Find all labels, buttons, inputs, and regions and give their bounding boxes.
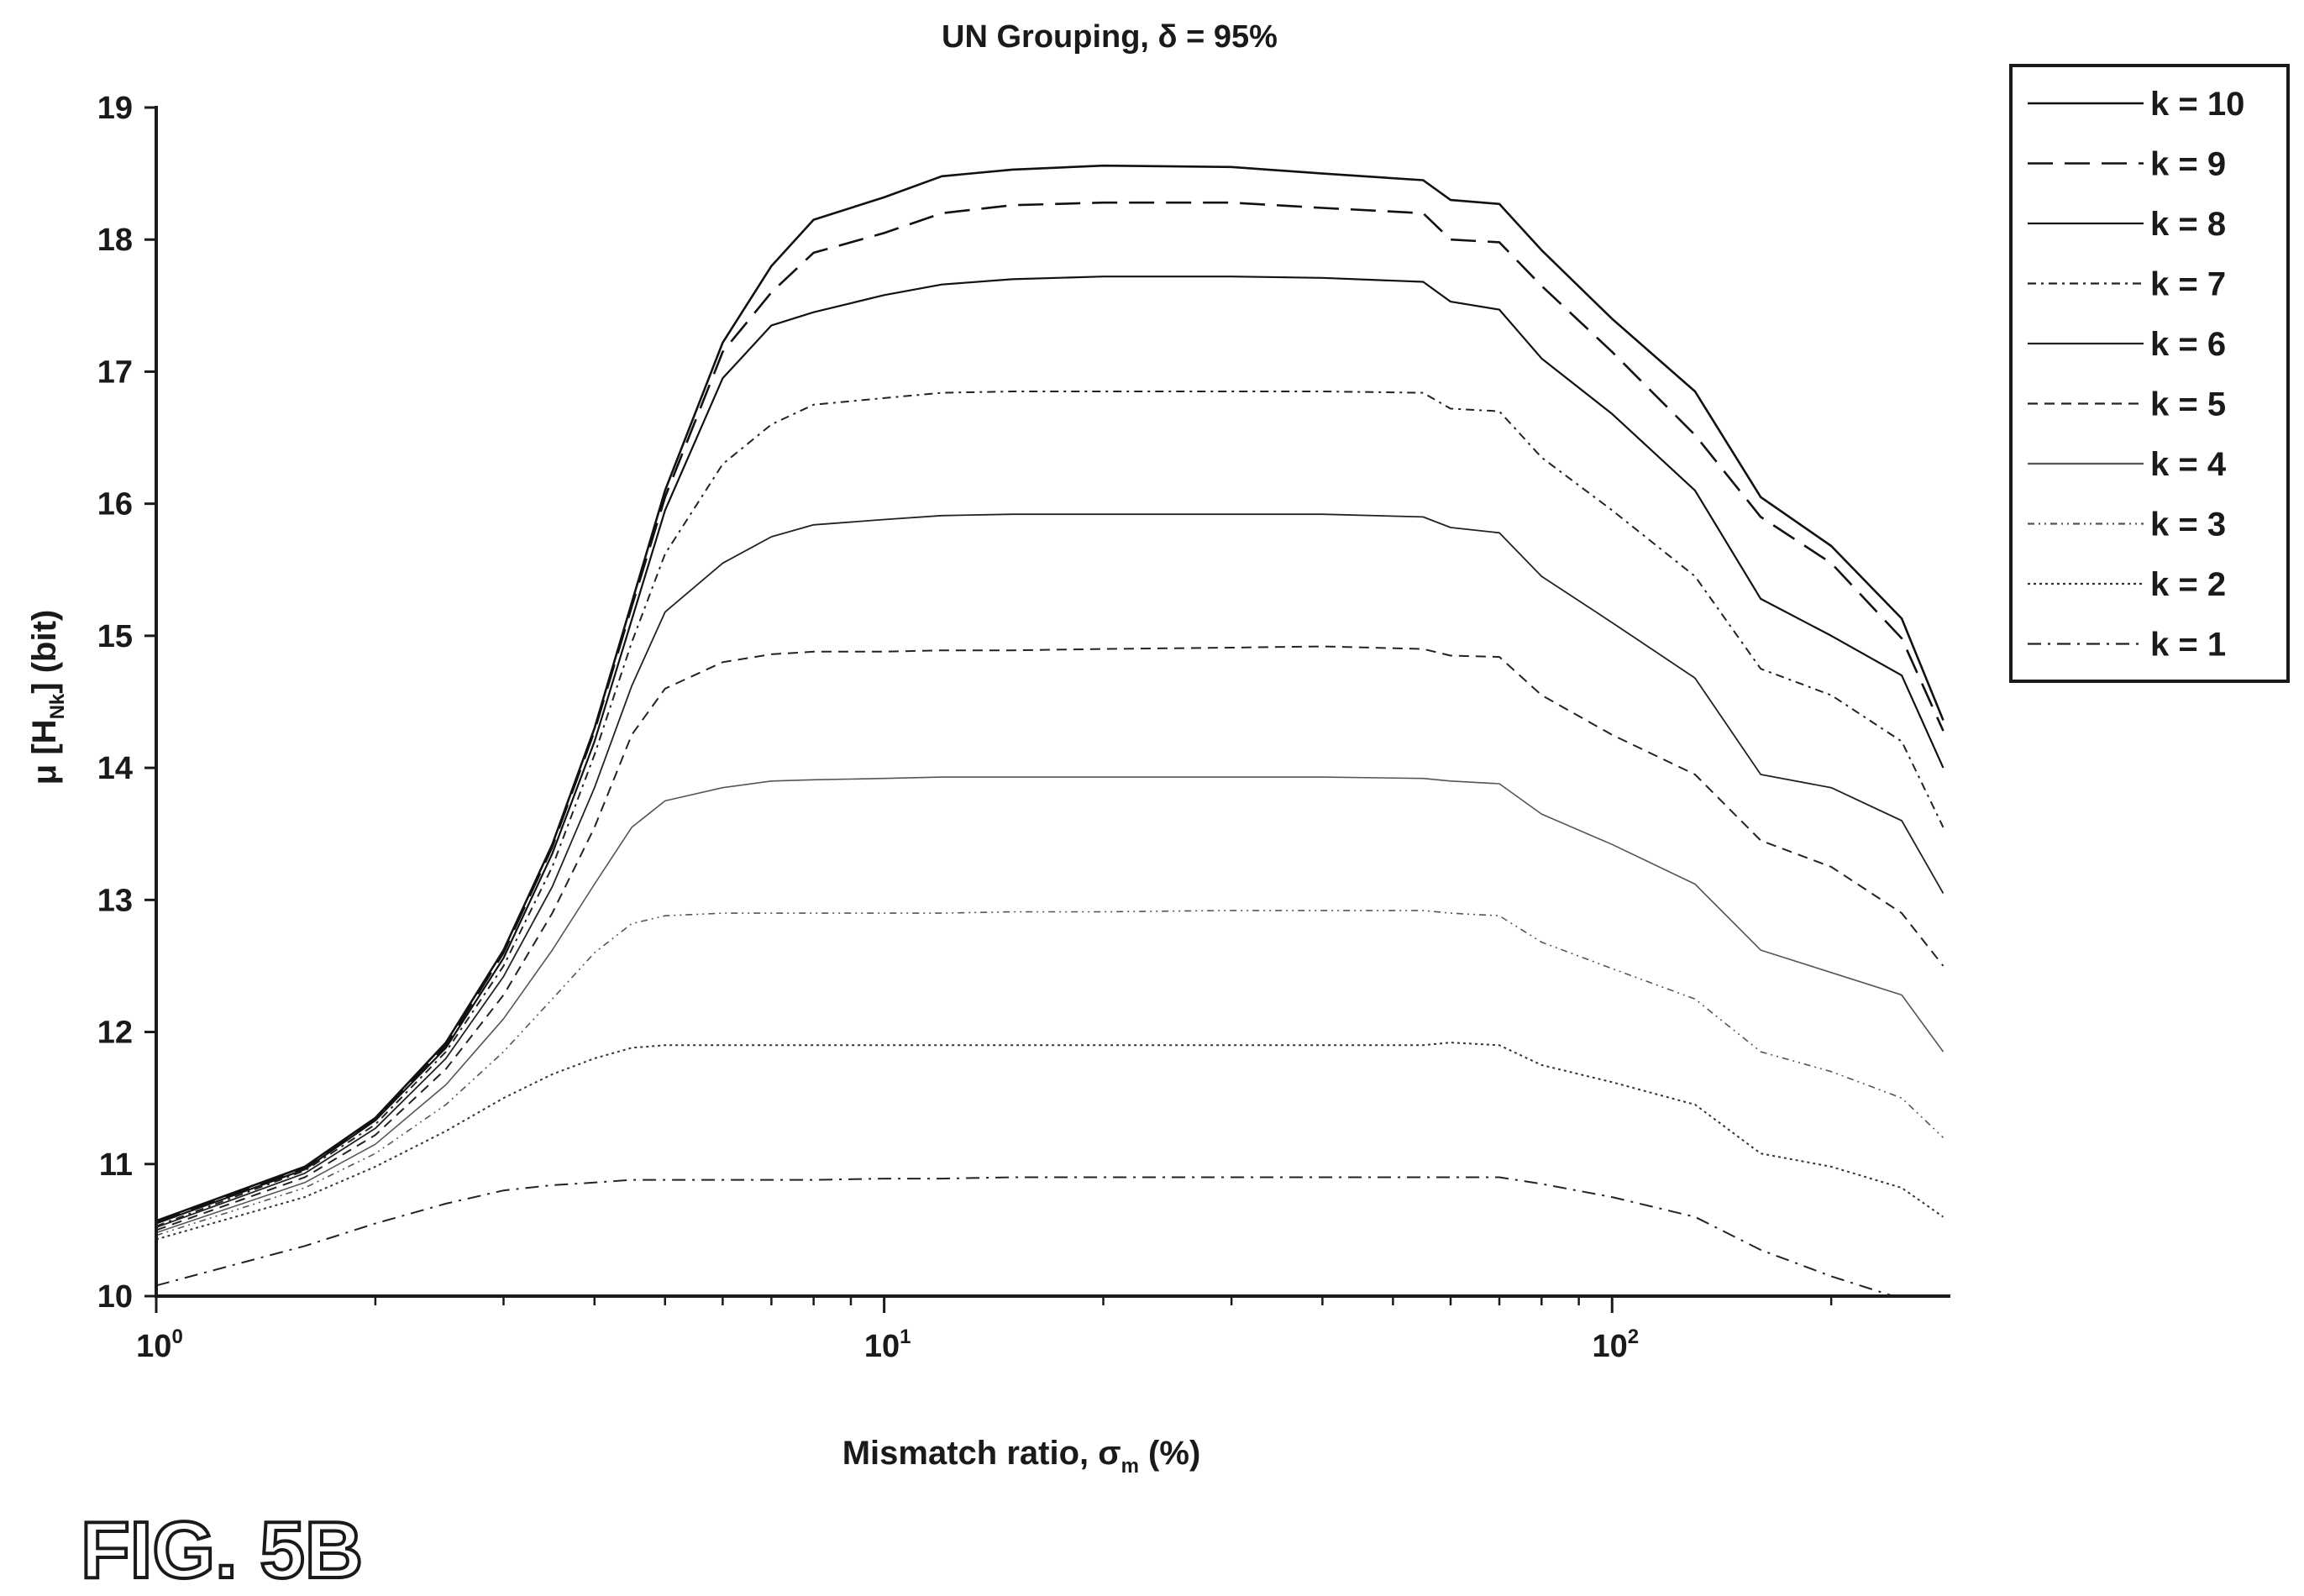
- y-tick-label: 15: [97, 619, 133, 654]
- series-line-k6: [156, 513, 1944, 1229]
- chart-title: UN Grouping, δ = 95%: [942, 19, 1278, 55]
- series-line-k3: [156, 910, 1944, 1236]
- legend-label: k = 5: [2150, 386, 2226, 423]
- legend-label: k = 7: [2150, 266, 2226, 303]
- figure-label: FIG. 5B: [81, 1505, 363, 1595]
- legend-label: k = 3: [2150, 507, 2226, 543]
- series-line-k9: [156, 201, 1944, 1224]
- y-ticks: 10 11 12 13 14 15 16 17 18 19: [97, 91, 156, 1315]
- series-line-k1: [156, 1176, 1897, 1296]
- y-tick-label: 11: [99, 1147, 133, 1183]
- x-tick-label: 102: [1592, 1326, 1639, 1364]
- series-line-k10: [156, 164, 1944, 1222]
- series-line-k8: [156, 276, 1944, 1225]
- y-tick-label: 14: [97, 751, 133, 786]
- y-tick-label: 19: [97, 91, 133, 126]
- series-layer: [156, 164, 1944, 1296]
- y-tick-label: 17: [97, 354, 133, 390]
- legend-label: k = 9: [2150, 146, 2226, 183]
- legend-label: k = 1: [2150, 627, 2226, 664]
- y-tick-label: 13: [97, 883, 133, 918]
- legend-box: [2009, 64, 2290, 683]
- series-line-k2: [156, 1042, 1944, 1241]
- y-tick-label: 16: [97, 487, 133, 522]
- y-tick-label: 10: [97, 1279, 133, 1315]
- x-tick-label: 100: [136, 1326, 183, 1364]
- legend-label: k = 8: [2150, 206, 2226, 243]
- legend-label: k = 2: [2150, 566, 2226, 603]
- legend-label: k = 10: [2150, 86, 2244, 123]
- axes: [155, 106, 1950, 1298]
- y-axis-label: μ [HNk] (bit): [26, 610, 69, 785]
- legend-label: k = 6: [2150, 326, 2226, 363]
- x-tick-label: 101: [864, 1326, 911, 1364]
- legend-label: k = 4: [2150, 446, 2227, 483]
- series-line-k7: [156, 391, 1944, 1227]
- x-axis-label: Mismatch ratio, σm (%): [842, 1435, 1201, 1478]
- legend: k = 10 k = 9 k = 8 k = 7 k = 6 k = 5 k = 4 k = …: [2009, 64, 2290, 683]
- y-tick-label: 12: [97, 1016, 133, 1051]
- series-line-k4: [156, 776, 1944, 1234]
- x-ticks: 100 101 102: [136, 1296, 1833, 1364]
- series-line-k5: [156, 645, 1944, 1231]
- y-tick-label: 18: [97, 223, 133, 258]
